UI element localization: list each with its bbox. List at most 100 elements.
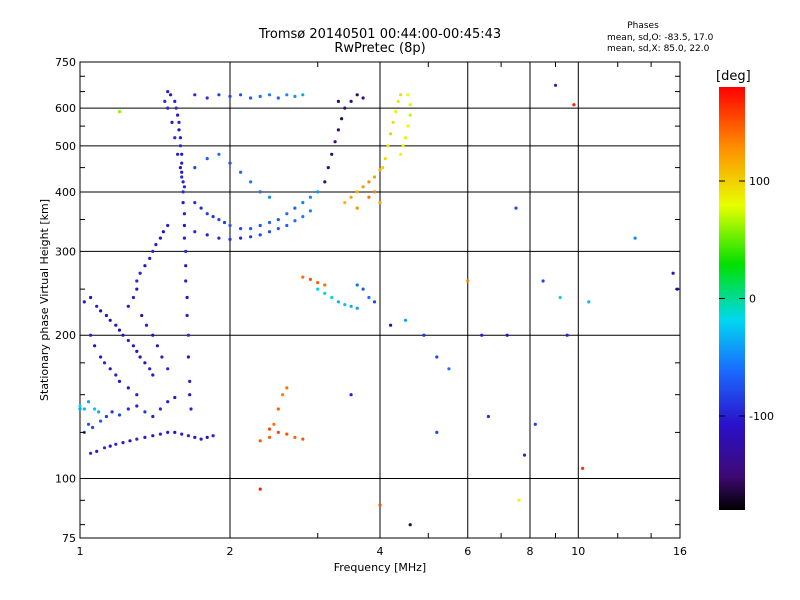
data-point xyxy=(193,93,197,97)
x-tick-label: 6 xyxy=(464,545,471,558)
data-point xyxy=(205,157,209,161)
colorbar-ticks: 100 0 -100 xyxy=(719,175,774,423)
data-point xyxy=(89,451,93,455)
data-point xyxy=(166,90,170,94)
data-point xyxy=(158,432,162,436)
data-point xyxy=(276,407,280,411)
data-point xyxy=(173,395,177,400)
data-point xyxy=(166,367,170,371)
data-point xyxy=(239,236,243,240)
data-point xyxy=(406,93,410,97)
data-point xyxy=(121,441,125,445)
data-point xyxy=(173,136,177,140)
data-point xyxy=(176,152,180,156)
data-point xyxy=(170,120,174,124)
data-point xyxy=(258,439,262,443)
data-point xyxy=(181,201,185,205)
data-point xyxy=(89,333,93,337)
data-point xyxy=(193,201,197,205)
data-point xyxy=(160,355,164,359)
phase-x-stats: mean, sd,X: 85.0, 22.0 xyxy=(607,44,710,54)
data-point xyxy=(383,157,387,161)
data-point xyxy=(267,220,272,225)
data-point xyxy=(349,393,353,397)
data-point xyxy=(131,344,135,348)
data-point xyxy=(182,185,186,189)
data-point xyxy=(193,166,197,170)
data-point xyxy=(148,367,152,371)
data-point xyxy=(128,439,132,443)
data-point xyxy=(447,367,451,371)
data-point xyxy=(267,435,272,439)
data-point xyxy=(267,427,272,431)
data-point xyxy=(180,170,184,174)
data-point xyxy=(144,323,149,327)
data-point xyxy=(108,444,112,448)
y-axis-ticks: 75 100 200 300 400 500 600 750 xyxy=(55,56,680,545)
gridlines xyxy=(80,62,680,538)
data-point xyxy=(99,355,103,359)
data-point xyxy=(399,93,403,97)
data-point xyxy=(126,304,130,308)
data-point xyxy=(114,373,118,377)
data-point xyxy=(308,195,312,199)
y-tick-label: 300 xyxy=(55,245,76,258)
data-point xyxy=(276,430,280,434)
data-point xyxy=(126,407,130,411)
data-point xyxy=(671,271,675,275)
data-point xyxy=(99,309,103,313)
data-point xyxy=(349,99,353,103)
data-point xyxy=(193,230,197,234)
data-point xyxy=(180,432,184,436)
data-point xyxy=(126,338,130,343)
data-point xyxy=(78,404,82,408)
data-point xyxy=(572,103,576,107)
data-point xyxy=(158,236,162,240)
data-point xyxy=(154,243,158,247)
data-point xyxy=(343,303,347,307)
data-point xyxy=(336,128,340,132)
y-tick-label: 600 xyxy=(55,102,76,115)
data-point xyxy=(95,449,99,453)
data-point xyxy=(293,219,297,223)
data-point xyxy=(565,333,569,337)
data-point xyxy=(93,344,97,348)
data-point xyxy=(228,223,232,228)
data-point xyxy=(330,152,334,156)
data-point xyxy=(486,414,490,419)
chart-subtitle: RwPretec (8p) xyxy=(334,41,426,56)
data-point xyxy=(108,367,112,371)
data-point xyxy=(131,295,135,300)
data-point xyxy=(186,434,190,438)
data-point xyxy=(205,212,209,216)
data-point xyxy=(97,410,101,414)
data-point xyxy=(117,413,122,417)
data-point xyxy=(435,355,439,359)
data-point xyxy=(185,313,189,318)
data-point xyxy=(89,295,93,300)
data-point xyxy=(91,425,95,430)
data-point xyxy=(333,140,337,144)
data-point xyxy=(86,422,91,426)
data-point xyxy=(188,393,192,397)
data-point xyxy=(372,175,377,179)
y-tick-label: 400 xyxy=(55,186,76,199)
data-point xyxy=(182,223,186,228)
data-point xyxy=(114,442,118,446)
y-tick-label: 100 xyxy=(55,473,76,486)
data-point xyxy=(205,233,209,237)
data-point xyxy=(517,498,521,502)
data-point xyxy=(143,361,147,365)
data-point xyxy=(217,93,221,97)
data-point xyxy=(330,295,334,300)
data-point xyxy=(389,323,393,327)
data-point xyxy=(249,180,253,184)
data-point xyxy=(199,206,203,210)
data-point xyxy=(276,227,280,231)
data-point xyxy=(435,430,439,434)
colorbar-tick-label: 100 xyxy=(749,175,770,188)
data-point xyxy=(403,136,408,140)
data-point xyxy=(239,227,243,231)
data-point xyxy=(355,93,359,97)
data-point xyxy=(173,430,177,434)
